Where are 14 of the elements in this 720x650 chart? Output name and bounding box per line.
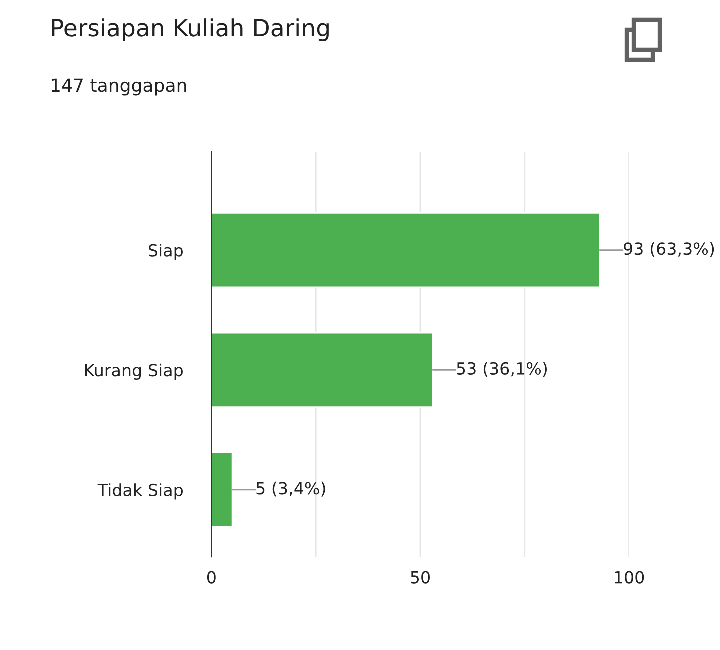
y-tick-label: Tidak Siap xyxy=(98,484,183,500)
bar xyxy=(212,332,434,408)
data-label: 93 (63,3%) xyxy=(624,242,714,258)
bar xyxy=(212,452,234,528)
data-label: 5 (3,4%) xyxy=(256,482,326,497)
x-tick-label: 0 xyxy=(207,571,216,584)
x-tick-label: 100 xyxy=(615,571,644,584)
chart-subtitle: 147 tanggapan xyxy=(52,78,186,96)
y-tick-label: Kurang Siap xyxy=(85,364,183,380)
chart-title: Persiapan Kuliah Daring xyxy=(52,18,329,42)
bar xyxy=(212,212,601,288)
x-tick-label: 50 xyxy=(411,571,430,584)
data-label: 53 (36,1%) xyxy=(457,362,547,377)
y-tick-label: Siap xyxy=(148,244,183,260)
